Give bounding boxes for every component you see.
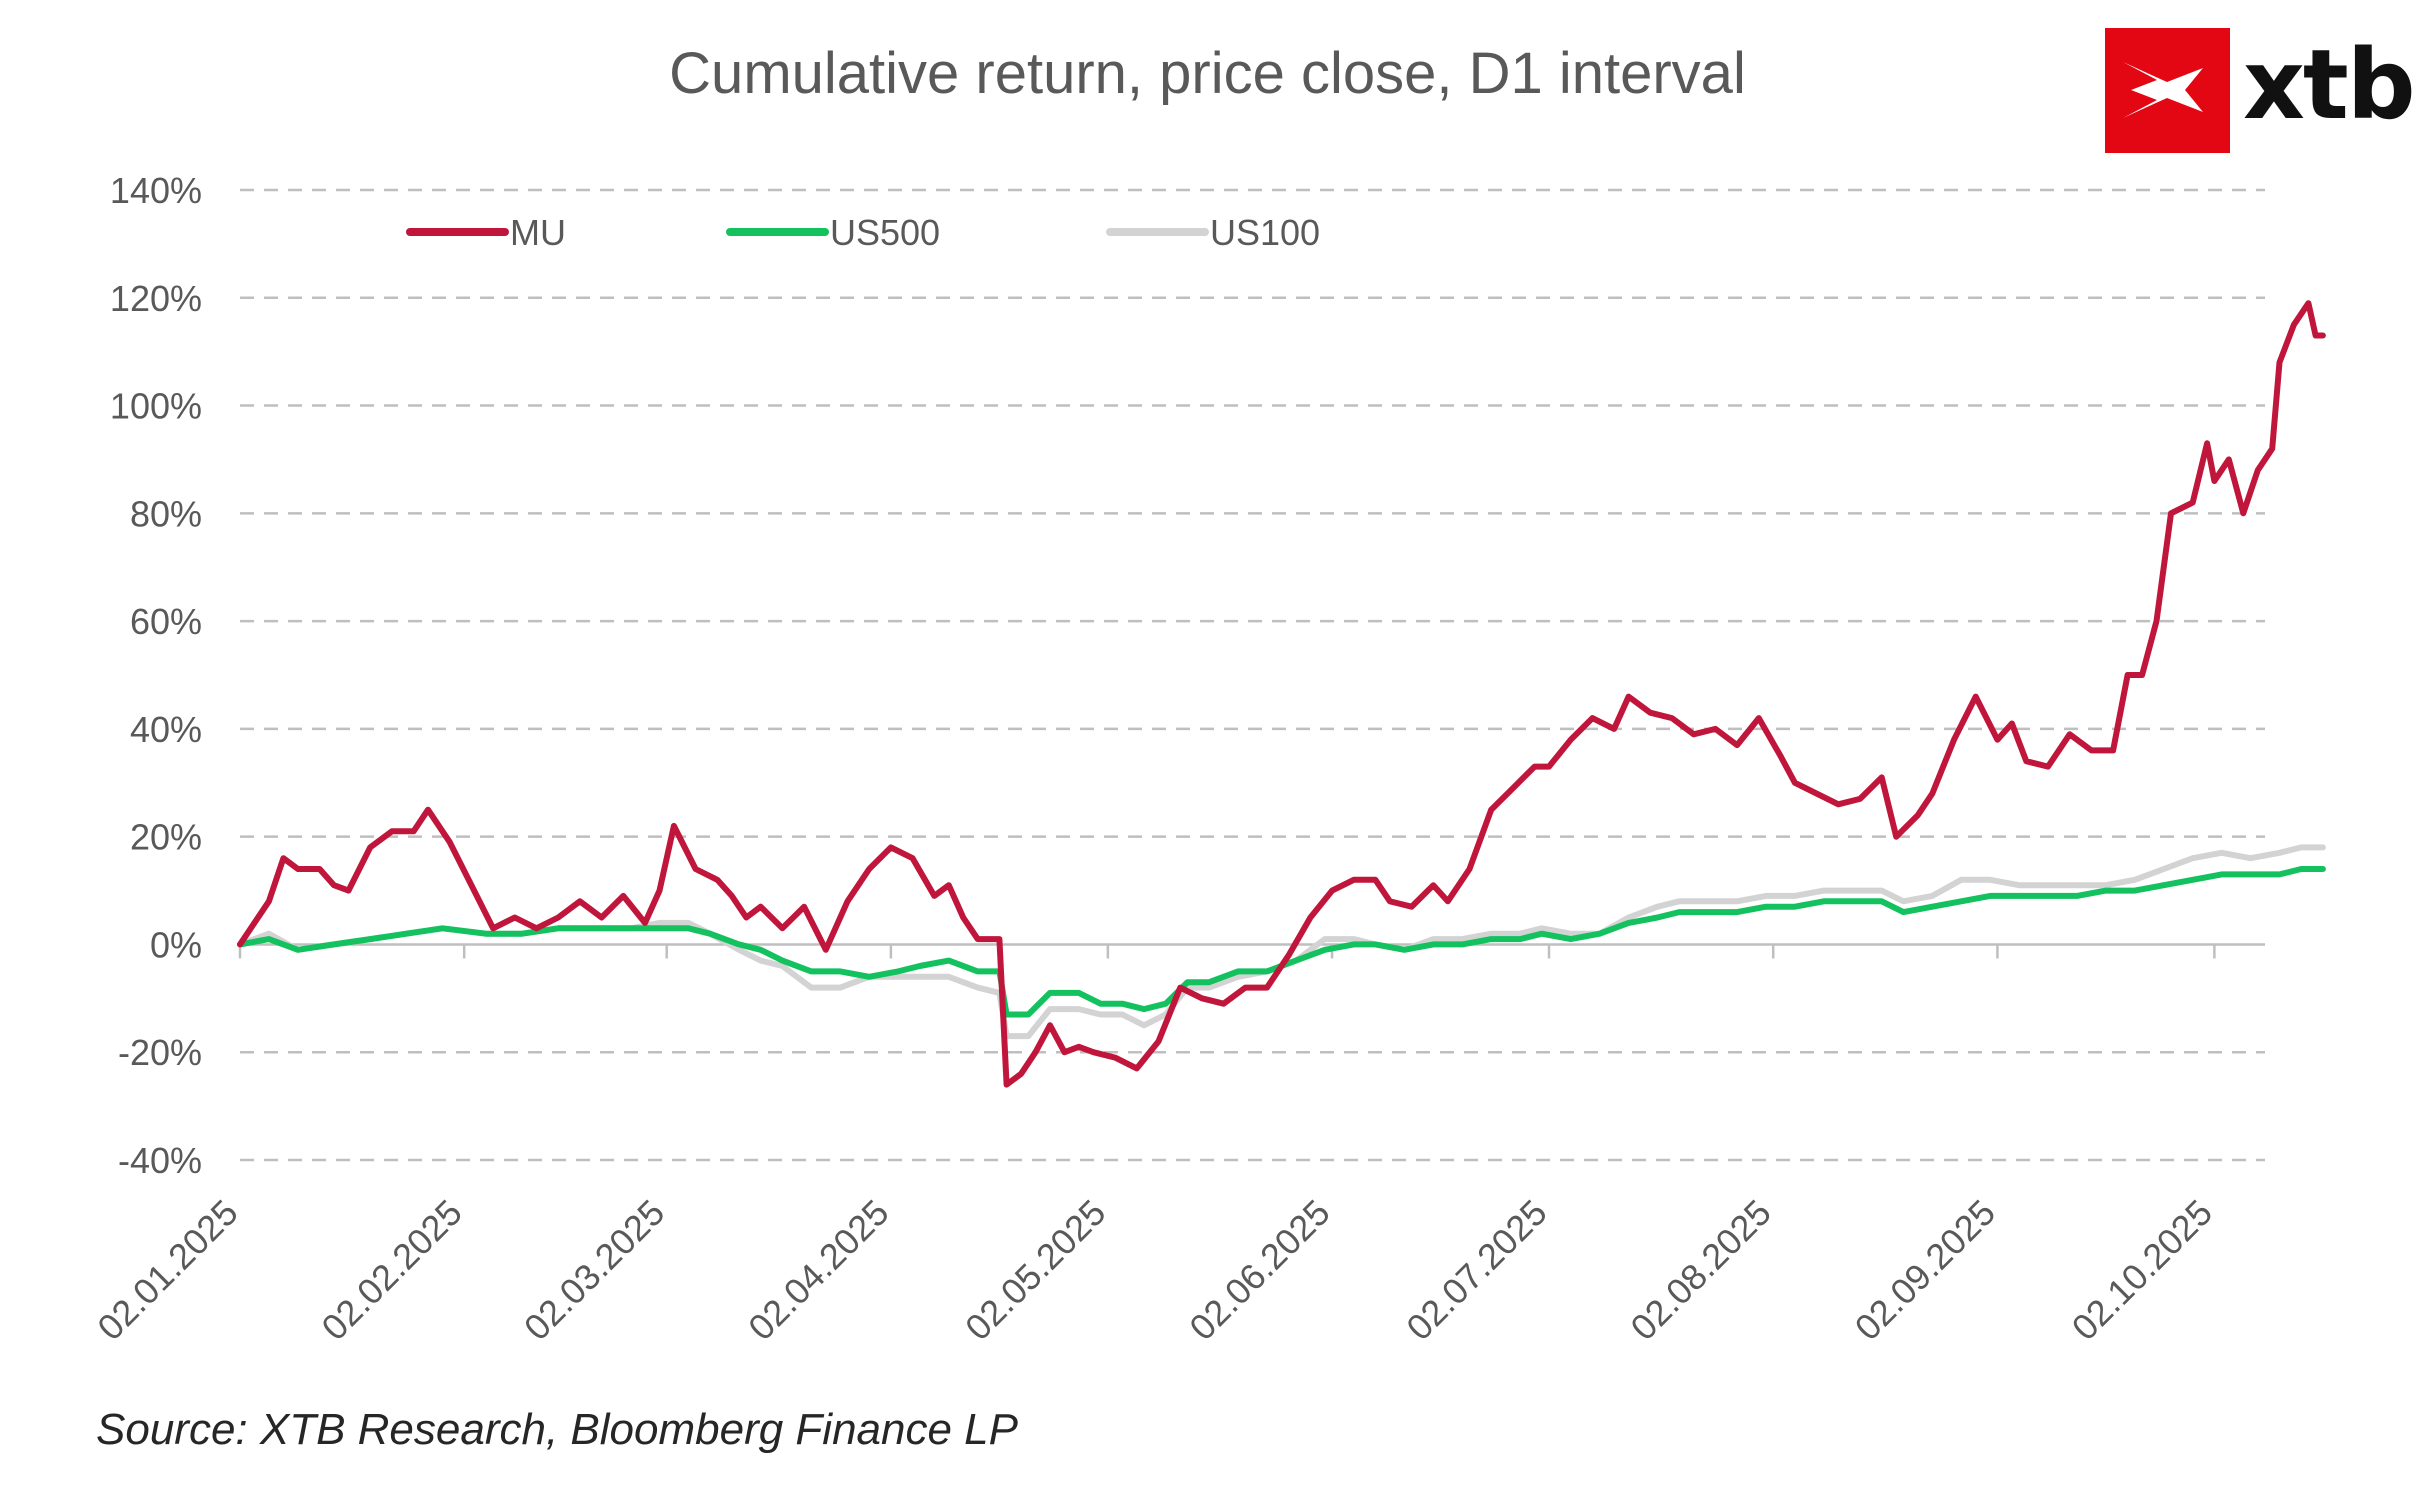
series-line-us500 bbox=[237, 866, 2326, 1018]
x-tick-label: 02.05.2025 bbox=[957, 1192, 1113, 1348]
x-tick-label: 02.08.2025 bbox=[1622, 1192, 1778, 1348]
legend-label-us100: US100 bbox=[1210, 212, 1320, 253]
series-lines bbox=[237, 300, 2326, 1088]
x-mark-icon bbox=[2123, 62, 2203, 118]
x-tick-label: 02.07.2025 bbox=[1398, 1192, 1554, 1348]
y-tick-label: 140% bbox=[110, 170, 202, 211]
source-note: Source: XTB Research, Bloomberg Finance … bbox=[96, 1405, 1019, 1454]
y-tick-label: 100% bbox=[110, 386, 202, 427]
legend: MU US500 US100 bbox=[406, 212, 1320, 253]
x-tick-label: 02.02.2025 bbox=[313, 1192, 469, 1348]
xtb-logo-mark bbox=[2105, 28, 2230, 153]
legend-label-mu: MU bbox=[510, 212, 566, 253]
y-tick-label: 60% bbox=[130, 601, 202, 642]
x-tick-label: 02.03.2025 bbox=[516, 1192, 672, 1348]
gridlines bbox=[240, 188, 2265, 1162]
xtb-logo: xtb bbox=[2105, 28, 2415, 153]
axes: -40% -20% 0% 20% 40% 60% 80% 100% 120% 140% 02.01.… bbox=[89, 170, 2265, 1348]
legend-label-us500: US500 bbox=[830, 212, 940, 253]
y-tick-label: 0% bbox=[150, 924, 202, 965]
y-tick-label: 20% bbox=[130, 817, 202, 858]
y-tick-label: -40% bbox=[118, 1140, 202, 1181]
chart-title: Cumulative return, price close, D1 inter… bbox=[669, 41, 1746, 106]
y-tick-label: 80% bbox=[130, 493, 202, 534]
series-line-mu bbox=[237, 300, 2326, 1088]
y-tick-label: -20% bbox=[118, 1032, 202, 1073]
y-tick-label: 120% bbox=[110, 278, 202, 319]
x-tick-label: 02.01.2025 bbox=[89, 1192, 245, 1348]
x-tick-label: 02.09.2025 bbox=[1847, 1192, 2003, 1348]
xtb-logo-text: xtb bbox=[2243, 29, 2415, 141]
series-line-us100 bbox=[237, 844, 2326, 1040]
x-tick-label: 02.10.2025 bbox=[2064, 1192, 2220, 1348]
x-tick-label: 02.04.2025 bbox=[740, 1192, 896, 1348]
line-chart: -40% -20% 0% 20% 40% 60% 80% 100% 120% 140% 02.01.… bbox=[89, 170, 2326, 1348]
y-tick-label: 40% bbox=[130, 709, 202, 750]
x-tick-label: 02.06.2025 bbox=[1181, 1192, 1337, 1348]
